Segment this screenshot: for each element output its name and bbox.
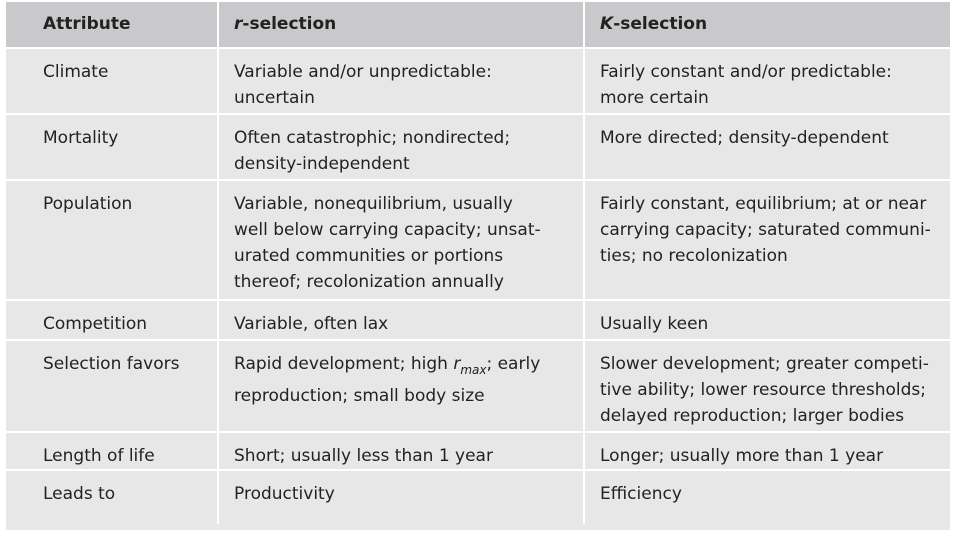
row-r-text-pre: Rapid development; high: [234, 354, 454, 374]
row-attribute: Selection favors: [6, 339, 218, 432]
header-r-symbol: r: [234, 14, 243, 34]
table-row: Competition Variable, often lax Usually …: [6, 299, 950, 340]
header-r-suffix: -selection: [242, 14, 337, 34]
row-r-value: Rapid development; high rmax; early repr…: [217, 339, 584, 432]
table-row: Selection favors Rapid development; high…: [6, 339, 950, 432]
row-r-value: Variable, nonequilibrium, usually well b…: [217, 179, 584, 300]
row-k-value: Fairly constant and/or predictable: more…: [583, 47, 950, 114]
row-attribute: Leads to: [6, 469, 218, 524]
header-k-suffix: -selection: [613, 14, 708, 34]
row-k-value: Slower development; greater competi- tiv…: [583, 339, 950, 432]
table-row: Length of life Short; usually less than …: [6, 431, 950, 470]
row-attribute: Length of life: [6, 431, 218, 470]
row-r-value: Productivity: [217, 469, 584, 524]
header-k-selection: K-selection: [583, 2, 950, 48]
row-k-value: Efficiency: [583, 469, 950, 524]
row-k-value: Usually keen: [583, 299, 950, 340]
row-attribute: Population: [6, 179, 218, 300]
table-row: Population Variable, nonequilibrium, usu…: [6, 179, 950, 300]
row-r-value: Short; usually less than 1 year: [217, 431, 584, 470]
r-max-symbol: r: [453, 354, 461, 374]
r-max-subscript: max: [460, 363, 487, 377]
table-row: Mortality Often catastrophic; nondirecte…: [6, 113, 950, 180]
row-attribute: Competition: [6, 299, 218, 340]
r-k-selection-table: Attribute r-selection K-selection Climat…: [6, 2, 950, 524]
comparison-table-container: Attribute r-selection K-selection Climat…: [6, 2, 950, 530]
row-k-value: Longer; usually more than 1 year: [583, 431, 950, 470]
row-k-value: Fairly constant, equilibrium; at or near…: [583, 179, 950, 300]
header-r-selection: r-selection: [217, 2, 584, 48]
header-attribute: Attribute: [6, 2, 218, 48]
row-r-text-post: ; early reproduction; small body size: [234, 354, 541, 406]
row-attribute: Mortality: [6, 113, 218, 180]
row-k-value: More directed; density-dependent: [583, 113, 950, 180]
table-header-row: Attribute r-selection K-selection: [6, 2, 950, 48]
row-attribute: Climate: [6, 47, 218, 114]
header-k-symbol: K: [600, 14, 614, 34]
table-row: Climate Variable and/or unpredictable: u…: [6, 47, 950, 114]
table-row: Leads to Productivity Efficiency: [6, 469, 950, 524]
row-r-value: Often catastrophic; nondirected; density…: [217, 113, 584, 180]
row-r-value: Variable and/or unpredictable: uncertain: [217, 47, 584, 114]
row-r-value: Variable, often lax: [217, 299, 584, 340]
